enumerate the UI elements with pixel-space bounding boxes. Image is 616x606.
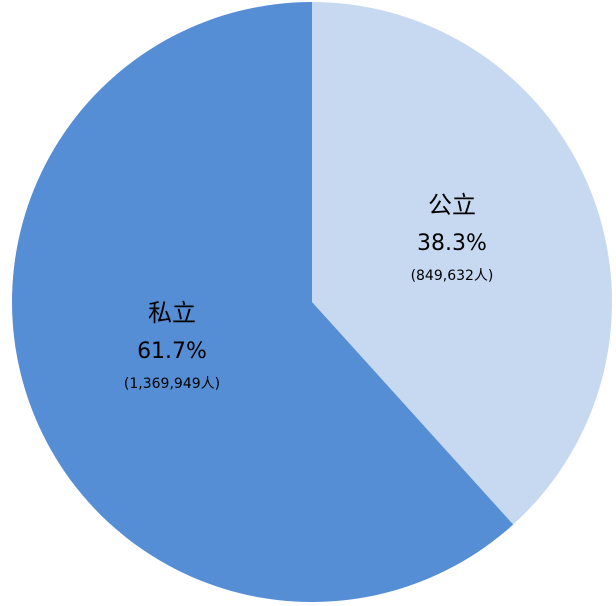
slice-count-label: (1,369,949人) — [124, 376, 220, 392]
slice-name: 公立 — [428, 191, 476, 219]
pie-slice — [12, 2, 514, 602]
slice-name: 私立 — [148, 299, 196, 327]
pie-slice — [312, 2, 612, 525]
slice-value-label: 61.7% — [137, 339, 207, 364]
slice-count-label: (849,632人) — [411, 268, 494, 284]
slice-value-label: 38.3% — [417, 231, 487, 256]
